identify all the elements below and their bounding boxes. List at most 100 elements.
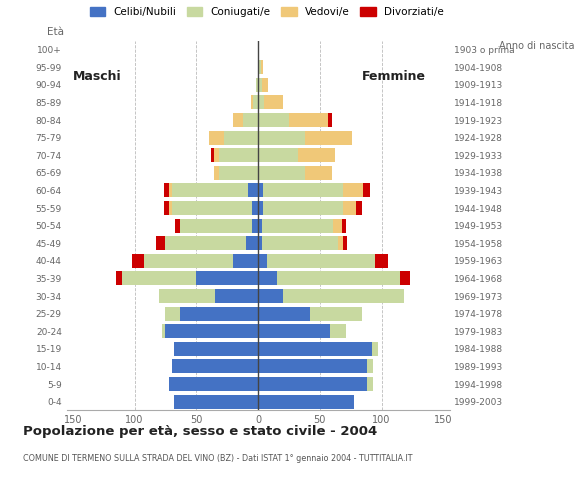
- Bar: [164, 201, 169, 215]
- Bar: [329, 324, 346, 338]
- Bar: [169, 377, 258, 391]
- Bar: [343, 201, 356, 215]
- Bar: [258, 60, 260, 74]
- Bar: [343, 183, 363, 197]
- Bar: [367, 377, 373, 391]
- Bar: [258, 96, 264, 109]
- Bar: [260, 60, 263, 74]
- Bar: [258, 271, 277, 286]
- Bar: [258, 395, 354, 408]
- Bar: [116, 271, 122, 286]
- Bar: [165, 324, 258, 338]
- Bar: [400, 271, 410, 286]
- Bar: [283, 289, 404, 303]
- Text: Femmine: Femmine: [362, 70, 426, 83]
- Bar: [298, 148, 335, 162]
- Bar: [305, 166, 332, 180]
- Bar: [213, 166, 219, 180]
- Bar: [264, 96, 283, 109]
- Bar: [233, 254, 258, 268]
- Bar: [258, 360, 367, 373]
- Bar: [338, 236, 343, 250]
- Bar: [162, 324, 165, 338]
- Bar: [211, 148, 213, 162]
- Bar: [258, 78, 262, 92]
- Bar: [169, 201, 172, 215]
- Bar: [258, 324, 329, 338]
- Bar: [305, 131, 352, 144]
- Bar: [328, 113, 332, 127]
- Bar: [375, 254, 388, 268]
- Bar: [165, 307, 180, 321]
- Bar: [174, 395, 258, 408]
- Bar: [165, 236, 246, 250]
- Bar: [213, 148, 219, 162]
- Text: Maschi: Maschi: [73, 70, 122, 83]
- Bar: [219, 148, 258, 162]
- Bar: [258, 377, 367, 391]
- Bar: [253, 96, 258, 109]
- Bar: [258, 307, 310, 321]
- Bar: [262, 218, 333, 233]
- Bar: [180, 218, 252, 233]
- Text: Popolazione per età, sesso e stato civile - 2004: Popolazione per età, sesso e stato civil…: [23, 425, 378, 438]
- Bar: [258, 113, 289, 127]
- Bar: [155, 236, 165, 250]
- Bar: [172, 360, 258, 373]
- Text: Anno di nascita: Anno di nascita: [499, 41, 574, 51]
- Bar: [372, 342, 378, 356]
- Bar: [267, 254, 375, 268]
- Bar: [334, 218, 342, 233]
- Legend: Celibi/Nubili, Coniugati/e, Vedovi/e, Divorziati/e: Celibi/Nubili, Coniugati/e, Vedovi/e, Di…: [85, 3, 448, 22]
- Bar: [169, 183, 172, 197]
- Bar: [175, 218, 180, 233]
- Bar: [258, 183, 263, 197]
- Bar: [289, 113, 328, 127]
- Bar: [277, 271, 400, 286]
- Bar: [174, 342, 258, 356]
- Bar: [246, 236, 258, 250]
- Text: COMUNE DI TERMENO SULLA STRADA DEL VINO (BZ) - Dati ISTAT 1° gennaio 2004 - TUTT: COMUNE DI TERMENO SULLA STRADA DEL VINO …: [23, 454, 413, 463]
- Text: Età: Età: [47, 27, 64, 37]
- Bar: [258, 43, 259, 57]
- Bar: [356, 201, 362, 215]
- Bar: [252, 201, 258, 215]
- Bar: [258, 254, 267, 268]
- Bar: [258, 218, 262, 233]
- Bar: [215, 289, 258, 303]
- Bar: [233, 113, 243, 127]
- Bar: [209, 131, 223, 144]
- Bar: [219, 166, 258, 180]
- Bar: [310, 307, 362, 321]
- Bar: [367, 360, 373, 373]
- Bar: [197, 271, 258, 286]
- Bar: [263, 201, 343, 215]
- Bar: [258, 342, 372, 356]
- Bar: [172, 183, 248, 197]
- Bar: [180, 307, 258, 321]
- Bar: [160, 289, 215, 303]
- Bar: [122, 271, 197, 286]
- Bar: [262, 78, 268, 92]
- Bar: [243, 113, 258, 127]
- Bar: [258, 289, 283, 303]
- Bar: [258, 131, 305, 144]
- Bar: [223, 131, 258, 144]
- Bar: [263, 183, 343, 197]
- Bar: [144, 254, 233, 268]
- Bar: [252, 218, 258, 233]
- Bar: [258, 201, 263, 215]
- Bar: [258, 236, 262, 250]
- Bar: [132, 254, 144, 268]
- Bar: [251, 96, 253, 109]
- Bar: [363, 183, 371, 197]
- Bar: [258, 166, 305, 180]
- Bar: [172, 201, 252, 215]
- Bar: [342, 218, 346, 233]
- Bar: [343, 236, 347, 250]
- Bar: [258, 148, 298, 162]
- Bar: [262, 236, 338, 250]
- Bar: [248, 183, 258, 197]
- Bar: [256, 78, 258, 92]
- Bar: [164, 183, 169, 197]
